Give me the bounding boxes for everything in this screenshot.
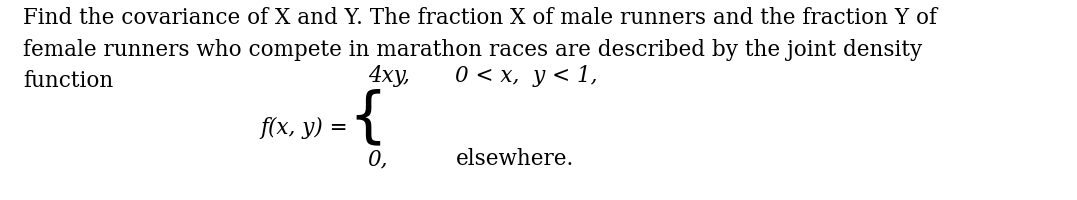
Text: Find the covariance of X and Y. The fraction X of male runners and the fraction : Find the covariance of X and Y. The frac… — [23, 7, 937, 92]
Text: f(x, y) =: f(x, y) = — [261, 117, 348, 139]
Text: 4xy,: 4xy, — [367, 65, 409, 87]
Text: 0,: 0, — [367, 148, 388, 170]
Text: elsewhere.: elsewhere. — [456, 148, 574, 170]
Text: $\{$: $\{$ — [348, 88, 381, 148]
Text: 0 < x,  y < 1,: 0 < x, y < 1, — [456, 65, 598, 87]
